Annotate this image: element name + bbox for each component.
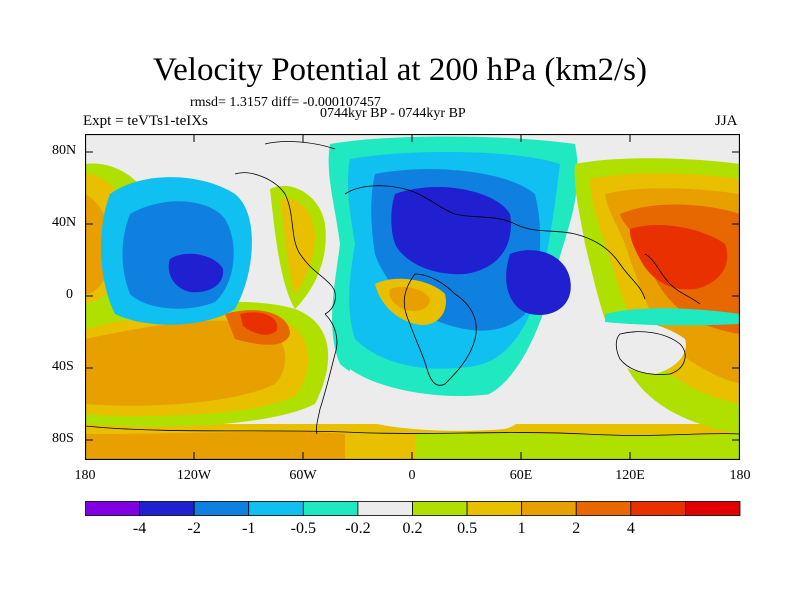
colorbar-swatch [357, 501, 413, 516]
lon-label-180w: 180 [74, 468, 96, 483]
colorbar-label: -0.2 [345, 520, 371, 537]
colorbar-swatch [248, 501, 304, 516]
southern-green-band [415, 432, 740, 460]
eurasia-dark-blue [391, 186, 511, 275]
lon-label-0: 0 [408, 468, 416, 483]
colorbar-swatch [139, 501, 195, 516]
colorbar-swatch [193, 501, 250, 516]
colorbar-swatch [575, 501, 632, 516]
colorbar-label: 2 [572, 520, 581, 537]
lon-label-120w: 120W [176, 468, 212, 483]
colorbar-label: 0.5 [457, 520, 478, 537]
experiment-label: Expt = teVTs1-teIXs [83, 113, 208, 129]
north-pacific-dark-blue [168, 253, 224, 293]
coastlines [85, 141, 740, 436]
stats-text: rmsd= 1.3157 diff= -0.000107457 [190, 95, 381, 110]
season-label: JJA [715, 113, 738, 129]
colorbar-label: -1 [242, 520, 256, 537]
lat-label-0: 0 [66, 287, 73, 302]
colorbar-label: 1 [517, 520, 526, 537]
colorbar-label: 4 [626, 520, 635, 537]
colorbar-swatch [630, 501, 686, 516]
asia-pacific-red [629, 224, 728, 290]
lon-label-60e: 60E [509, 468, 533, 483]
colorbar-swatch [685, 501, 741, 516]
south-pacific-red [240, 312, 278, 335]
lon-label-60w: 60W [289, 468, 317, 483]
australia-neutral [595, 317, 686, 374]
colorbar [85, 501, 741, 516]
axis-ticks [85, 134, 740, 460]
lon-label-120e: 120E [615, 468, 645, 483]
southern-orange-band [85, 431, 345, 460]
colorbar-label: 0.2 [402, 520, 423, 537]
lat-label-40n: 40N [52, 215, 77, 230]
colorbar-label: -0.5 [290, 520, 316, 537]
colorbar-swatch [466, 501, 523, 516]
south-atlantic-neutral [345, 369, 526, 431]
colorbar-swatch [302, 501, 359, 516]
south-pacific-orange [85, 320, 286, 406]
americas-yellow [280, 198, 315, 294]
africa-positive-orange [389, 287, 430, 311]
colorbar-swatch [412, 501, 468, 516]
chart-title: Velocity Potential at 200 hPa (km2/s) [152, 52, 648, 88]
lat-label-80s: 80S [52, 431, 74, 446]
equatorial-teal-strip [605, 308, 740, 326]
velocity-potential-map [85, 134, 740, 460]
indian-ocean-dark-blue [506, 250, 571, 315]
lat-label-40s: 40S [52, 359, 74, 374]
period-text: 0744kyr BP - 0744kyr BP [320, 106, 466, 121]
colorbar-label: -2 [187, 520, 201, 537]
colorbar-swatch [521, 501, 577, 516]
lon-label-180e: 180 [729, 468, 751, 483]
lat-label-80n: 80N [52, 143, 77, 158]
north-pacific-mid-blue [122, 201, 234, 309]
colorbar-label: -4 [132, 520, 147, 537]
colorbar-swatch [85, 501, 140, 516]
